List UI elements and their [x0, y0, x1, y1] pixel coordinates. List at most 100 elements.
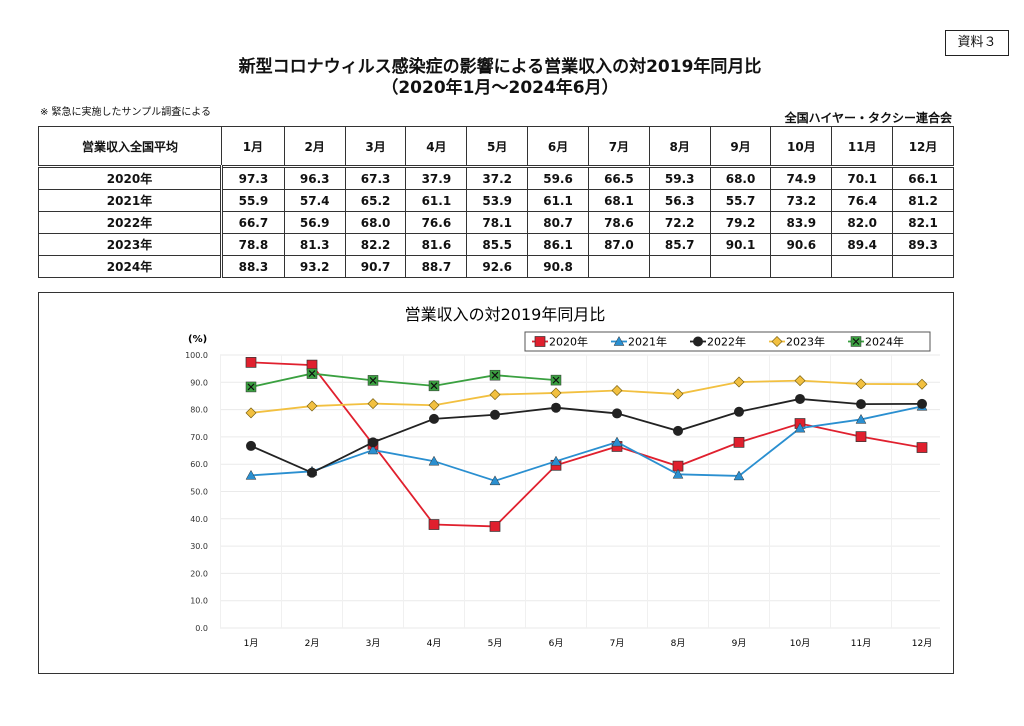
data-point: [733, 437, 745, 448]
month-header: 1月: [221, 126, 285, 167]
legend-item: 2024年: [848, 335, 904, 349]
y-tick-label: 80.0: [190, 406, 208, 415]
document-label: 資料３: [945, 30, 1009, 56]
y-axis-label: (%): [188, 334, 207, 345]
value-cell: 72.2: [648, 211, 711, 234]
data-point-cross: [247, 383, 255, 391]
data-point: [916, 378, 928, 390]
value-cell: 93.2: [283, 255, 346, 278]
value-cell: 53.9: [466, 189, 529, 212]
data-point: [611, 384, 623, 396]
data-point: [612, 408, 622, 419]
data-point: [734, 406, 744, 417]
series-line: [250, 379, 923, 414]
series-line: [250, 398, 923, 474]
value-cell: 37.2: [466, 166, 529, 190]
series-2024年: [245, 368, 562, 393]
value-cell: 85.5: [466, 233, 529, 256]
month-header: 3月: [344, 126, 407, 167]
x-tick-label: 2月: [305, 638, 320, 649]
y-tick-label: 30.0: [190, 542, 208, 551]
table-row: 2024年 88.3 93.2 90.7 88.7 92.6 90.8: [38, 255, 954, 278]
value-cell: 85.7: [648, 233, 711, 256]
month-header: 5月: [466, 126, 529, 167]
data-point: [916, 442, 928, 453]
data-point: [306, 400, 318, 412]
x-tick-label: 3月: [366, 638, 381, 649]
data-point: [672, 468, 684, 479]
data-point: [855, 378, 867, 390]
table-row: 2021年 55.9 57.4 65.2 61.1 53.9 61.1 68.1 56.3 55.…: [38, 189, 954, 212]
data-point: [428, 455, 440, 466]
organization-name: 全国ハイヤー・タクシー連合会: [784, 111, 952, 125]
data-point-cross: [491, 371, 499, 379]
value-cell: 55.7: [709, 189, 772, 212]
data-point: [733, 470, 745, 481]
data-point: [367, 444, 379, 455]
legend-label: 2024年: [865, 335, 904, 349]
data-point: [855, 413, 867, 424]
x-tick-label: 7月: [610, 638, 625, 649]
data-point: [794, 422, 806, 433]
data-point: [245, 357, 257, 368]
data-point: [490, 409, 500, 420]
x-tick-label: 12月: [912, 638, 932, 649]
corner-header: 営業収入全国平均: [38, 126, 222, 167]
value-cell: 61.1: [527, 189, 589, 212]
table-row: 2022年 66.7 56.9 68.0 76.6 78.1 80.7 78.6 72.2 79.…: [38, 211, 954, 234]
legend-item: 2023年: [769, 335, 825, 349]
month-header: 11月: [831, 126, 894, 167]
data-point: [733, 376, 745, 388]
x-tick-label: 11月: [851, 638, 871, 649]
data-point-cross: [430, 382, 438, 390]
data-point: [534, 336, 546, 347]
series-2021年: [245, 400, 928, 486]
value-cell: 78.1: [466, 211, 529, 234]
y-tick-label: 20.0: [190, 569, 208, 578]
data-point-cross: [308, 370, 316, 377]
value-cell: 65.2: [344, 189, 407, 212]
legend-item: 2022年: [690, 335, 746, 349]
series-2023年: [245, 375, 928, 419]
table-row: 2020年 97.3 96.3 67.3 37.9 37.2 59.6 66.5 59.3 68.…: [38, 166, 954, 190]
data-point: [856, 399, 866, 410]
value-cell: 57.4: [283, 189, 346, 212]
data-point: [428, 519, 440, 530]
data-point: [428, 399, 440, 411]
value-cell: 88.7: [405, 255, 468, 278]
legend-item: 2021年: [611, 335, 667, 349]
y-tick-label: 10.0: [190, 597, 208, 606]
value-cell: 37.9: [405, 166, 468, 190]
legend-label: 2022年: [707, 335, 746, 349]
page-title: 新型コロナウィルス感染症の影響による営業収入の対2019年同月比: [238, 57, 762, 77]
data-point: [246, 440, 256, 451]
y-tick-label: 40.0: [190, 515, 208, 524]
series-2022年: [246, 393, 927, 478]
x-tick-label: 6月: [549, 638, 564, 649]
x-tick-label: 5月: [488, 638, 503, 649]
data-point: [795, 393, 805, 404]
data-point: [672, 388, 684, 400]
data-point: [489, 475, 501, 486]
data-point: [855, 431, 867, 442]
value-cell: 90.1: [709, 233, 772, 256]
data-point-cross: [369, 376, 377, 384]
legend: [524, 331, 931, 352]
value-cell: 68.0: [709, 166, 772, 190]
value-cell: 73.2: [770, 189, 833, 212]
data-point-cross: [552, 376, 560, 384]
data-point-cross: [852, 338, 860, 345]
data-point: [307, 467, 317, 478]
y-tick-label: 60.0: [190, 460, 208, 469]
data-point: [917, 398, 927, 409]
x-tick-label: 4月: [427, 638, 442, 649]
page-subtitle: （2020年1月～2024年6月）: [381, 78, 619, 98]
month-header: 10月: [770, 126, 833, 167]
month-header: 2月: [283, 126, 346, 167]
month-header: 7月: [587, 126, 650, 167]
legend-item: 2020年: [532, 335, 588, 349]
month-header: 8月: [648, 126, 711, 167]
value-cell: 59.3: [648, 166, 711, 190]
